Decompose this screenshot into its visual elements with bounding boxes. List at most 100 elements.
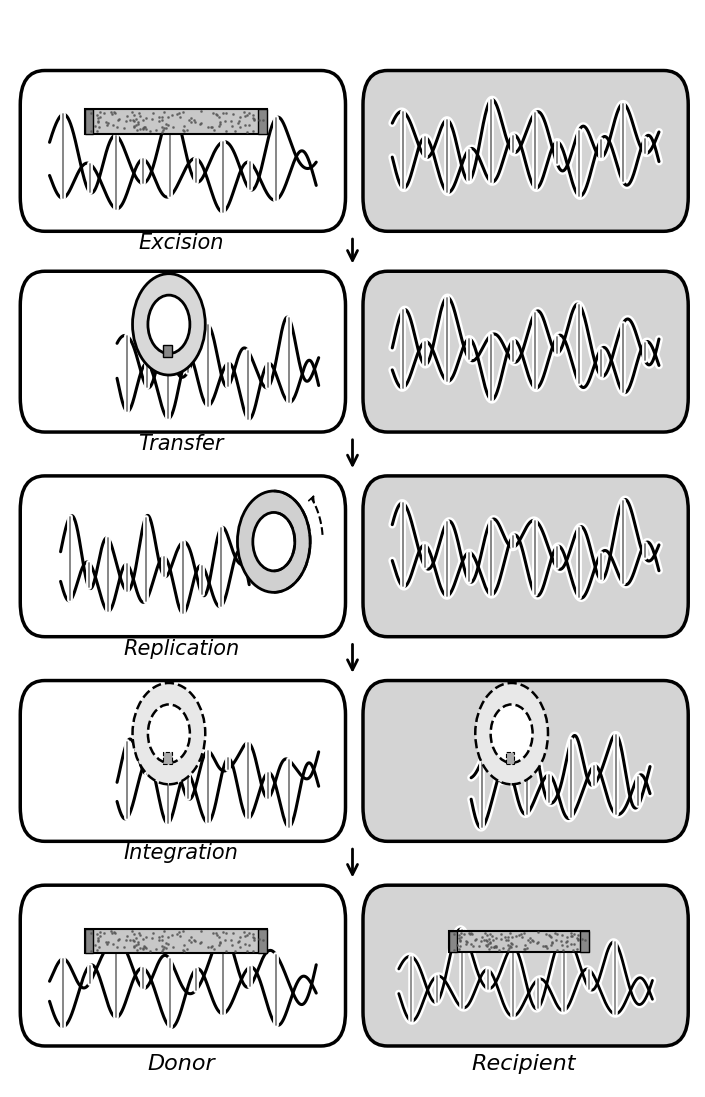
Point: [491, 939, 502, 957]
Point: [488, 938, 499, 955]
FancyBboxPatch shape: [20, 885, 345, 1045]
Point: [465, 935, 477, 952]
Point: [455, 937, 466, 954]
Point: [92, 931, 104, 949]
Circle shape: [148, 295, 190, 353]
Point: [210, 105, 221, 123]
FancyBboxPatch shape: [363, 885, 688, 1045]
Point: [214, 934, 226, 951]
Point: [221, 924, 232, 941]
Bar: [85, 110, 93, 134]
Point: [483, 930, 494, 948]
Point: [484, 934, 495, 951]
Point: [157, 121, 168, 138]
Point: [476, 928, 487, 946]
Point: [454, 932, 465, 950]
Point: [195, 934, 207, 951]
Point: [125, 112, 136, 129]
Point: [507, 936, 518, 953]
Point: [111, 118, 122, 136]
Point: [453, 929, 465, 947]
Point: [498, 939, 509, 957]
Point: [453, 927, 465, 945]
Point: [98, 924, 109, 941]
Point: [518, 940, 529, 958]
Point: [503, 928, 514, 946]
Point: [161, 935, 172, 952]
Point: [154, 112, 165, 129]
Bar: [506, 753, 515, 764]
Point: [157, 931, 168, 949]
Point: [247, 123, 259, 140]
Point: [249, 931, 260, 949]
Point: [166, 926, 178, 943]
Point: [106, 925, 118, 942]
Circle shape: [148, 704, 190, 762]
Point: [108, 103, 119, 121]
Point: [493, 941, 505, 959]
Point: [468, 937, 479, 954]
Point: [475, 931, 486, 949]
Point: [214, 935, 226, 952]
Bar: [259, 110, 266, 134]
Point: [500, 928, 511, 946]
Point: [131, 122, 142, 139]
Point: [128, 111, 139, 128]
Point: [503, 937, 514, 954]
Point: [102, 936, 113, 953]
Point: [94, 923, 106, 940]
Point: [166, 106, 178, 124]
Point: [205, 938, 216, 955]
Point: [241, 926, 252, 943]
Point: [257, 112, 269, 129]
Point: [514, 926, 525, 943]
Point: [254, 111, 265, 128]
Point: [171, 105, 183, 123]
Point: [106, 105, 118, 123]
Point: [448, 925, 460, 942]
Point: [159, 923, 170, 940]
Point: [243, 936, 255, 953]
Point: [202, 938, 214, 955]
Point: [238, 103, 250, 121]
Point: [580, 931, 591, 949]
Point: [186, 934, 197, 951]
Point: [234, 109, 245, 126]
Bar: [85, 929, 266, 953]
Point: [464, 924, 475, 941]
Point: [565, 925, 576, 942]
Point: [157, 123, 168, 140]
Point: [519, 940, 530, 958]
Point: [485, 925, 496, 942]
Point: [195, 114, 207, 132]
Point: [541, 925, 552, 942]
Point: [556, 926, 568, 943]
Point: [206, 118, 217, 136]
Point: [112, 111, 123, 128]
Point: [173, 924, 184, 941]
Point: [495, 930, 506, 948]
Point: [140, 938, 151, 955]
Point: [206, 938, 217, 955]
Point: [221, 104, 232, 122]
Point: [106, 923, 117, 940]
Point: [462, 934, 473, 951]
Point: [147, 924, 159, 941]
Point: [247, 942, 259, 960]
Point: [527, 931, 538, 949]
Point: [568, 941, 579, 959]
Point: [208, 121, 219, 138]
Point: [132, 934, 143, 951]
Point: [171, 925, 183, 942]
Point: [213, 109, 224, 126]
Point: [128, 113, 140, 131]
Point: [160, 120, 171, 137]
Point: [109, 104, 121, 122]
Point: [214, 117, 225, 135]
Point: [562, 937, 573, 954]
Point: [140, 109, 152, 126]
Point: [470, 930, 482, 948]
Point: [128, 937, 139, 954]
Point: [195, 935, 206, 952]
Point: [503, 939, 515, 957]
